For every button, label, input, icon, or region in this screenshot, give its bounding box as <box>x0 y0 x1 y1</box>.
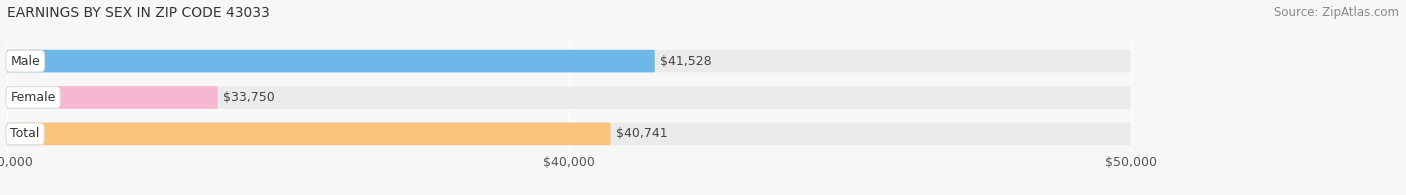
Text: $40,741: $40,741 <box>616 127 668 140</box>
Text: EARNINGS BY SEX IN ZIP CODE 43033: EARNINGS BY SEX IN ZIP CODE 43033 <box>7 6 270 20</box>
Text: Source: ZipAtlas.com: Source: ZipAtlas.com <box>1274 6 1399 19</box>
Text: $33,750: $33,750 <box>224 91 276 104</box>
Text: Male: Male <box>10 55 41 68</box>
FancyBboxPatch shape <box>7 123 1130 145</box>
FancyBboxPatch shape <box>7 50 655 72</box>
Text: Total: Total <box>10 127 39 140</box>
FancyBboxPatch shape <box>7 123 610 145</box>
Text: $41,528: $41,528 <box>661 55 711 68</box>
FancyBboxPatch shape <box>7 86 1130 109</box>
FancyBboxPatch shape <box>7 86 218 109</box>
Text: Female: Female <box>10 91 56 104</box>
FancyBboxPatch shape <box>7 50 1130 72</box>
